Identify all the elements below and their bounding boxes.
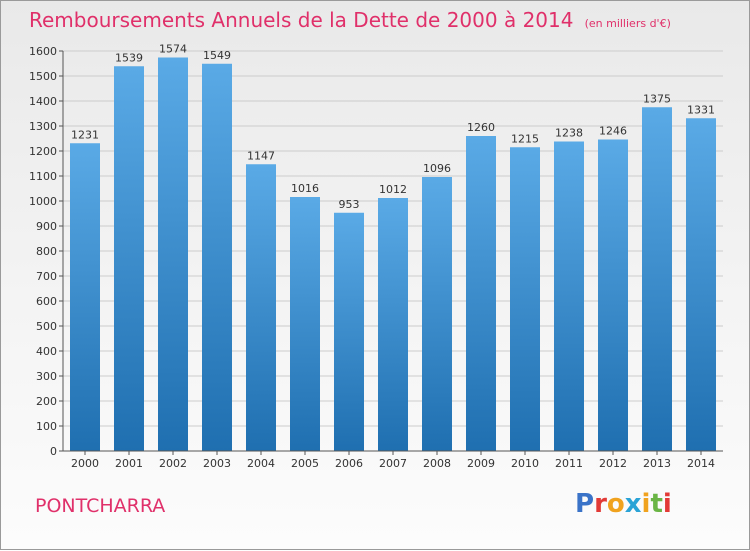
chart-subtitle: (en milliers d'€)	[584, 17, 671, 30]
bar	[334, 212, 364, 451]
bar	[290, 197, 320, 451]
bar	[114, 66, 144, 451]
x-tick-label: 2013	[643, 457, 671, 470]
y-tick-label: 300	[36, 370, 57, 383]
bar-value-label: 1215	[511, 132, 539, 145]
y-tick-label: 900	[36, 220, 57, 233]
bar	[510, 147, 540, 451]
bar	[378, 198, 408, 451]
y-tick-label: 1300	[29, 120, 57, 133]
logo-letter: r	[594, 489, 607, 519]
x-tick-label: 2006	[335, 457, 363, 470]
bar	[246, 164, 276, 451]
bar-value-label: 1574	[159, 43, 187, 56]
labels: 0 100 200 300 400 500 600 700 800 900 1000 1100 1200…	[29, 43, 715, 471]
y-tick-label: 800	[36, 245, 57, 258]
y-tick-label: 400	[36, 345, 57, 358]
bar-value-label: 1238	[555, 127, 583, 140]
y-tick-label: 1200	[29, 145, 57, 158]
y-tick-label: 1600	[29, 45, 57, 58]
y-tick-label: 500	[36, 320, 57, 333]
x-tick-label: 2002	[159, 457, 187, 470]
proxiti-logo[interactable]: Proxiti	[575, 489, 672, 519]
y-tick-label: 200	[36, 395, 57, 408]
chart-title-row: Remboursements Annuels de la Dette de 20…	[29, 8, 671, 32]
x-tick-label: 2000	[71, 457, 99, 470]
bar-value-label: 1016	[291, 182, 319, 195]
bar-value-label: 1147	[247, 149, 275, 162]
bar	[554, 141, 584, 451]
bar	[598, 139, 628, 451]
x-tick-label: 2009	[467, 457, 495, 470]
logo-letter: i	[641, 489, 651, 519]
bar-value-label: 1549	[203, 49, 231, 62]
bar	[686, 118, 716, 451]
bar-value-label: 1096	[423, 162, 451, 175]
y-tick-label: 1400	[29, 95, 57, 108]
town-name: PONTCHARRA	[35, 495, 166, 517]
x-tick-label: 2003	[203, 457, 231, 470]
chart-title: Remboursements Annuels de la Dette de 20…	[29, 8, 574, 32]
bar	[158, 57, 188, 451]
y-tick-label: 700	[36, 270, 57, 283]
bar-value-label: 1012	[379, 183, 407, 196]
logo-letter: o	[606, 489, 625, 519]
y-tick-label: 1100	[29, 170, 57, 183]
bar-value-label: 1539	[115, 51, 143, 64]
x-tick-label: 2014	[687, 457, 715, 470]
bar-value-label: 1260	[467, 121, 495, 134]
bar-value-label: 1375	[643, 92, 671, 105]
axes	[59, 50, 723, 455]
bar	[466, 136, 496, 451]
x-tick-label: 2010	[511, 457, 539, 470]
x-tick-label: 2008	[423, 457, 451, 470]
x-tick-label: 2007	[379, 457, 407, 470]
bar-value-label: 1331	[687, 103, 715, 116]
y-tick-label: 600	[36, 295, 57, 308]
y-tick-label: 100	[36, 420, 57, 433]
logo-letter: x	[624, 489, 642, 519]
y-tick-label: 0	[50, 445, 57, 458]
x-tick-label: 2011	[555, 457, 583, 470]
bars	[70, 57, 716, 451]
bar	[642, 107, 672, 451]
logo-letter: t	[650, 489, 663, 519]
logo-letter: P	[575, 489, 595, 519]
x-tick-label: 2004	[247, 457, 275, 470]
logo-letter: i	[662, 489, 672, 519]
x-tick-label: 2005	[291, 457, 319, 470]
bar	[422, 177, 452, 451]
y-tick-label: 1500	[29, 70, 57, 83]
bar-value-label: 953	[339, 198, 360, 211]
x-tick-label: 2001	[115, 457, 143, 470]
bar-value-label: 1231	[71, 128, 99, 141]
bar	[70, 143, 100, 451]
bar-value-label: 1246	[599, 125, 627, 138]
x-tick-label: 2012	[599, 457, 627, 470]
bar	[202, 63, 232, 451]
y-tick-label: 1000	[29, 195, 57, 208]
